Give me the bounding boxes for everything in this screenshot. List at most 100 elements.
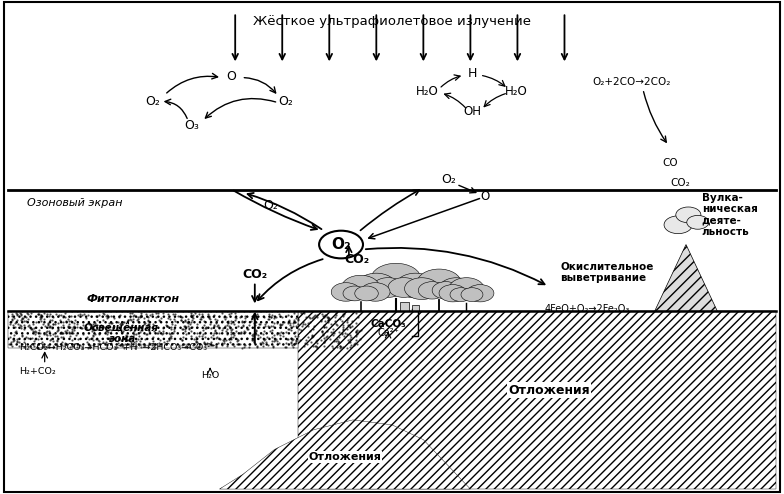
Point [109, 344, 122, 352]
Text: Отложения: Отложения [508, 384, 590, 397]
Point [59, 340, 71, 348]
Point [90, 322, 103, 329]
Point [172, 341, 185, 349]
Point [316, 327, 328, 335]
Point [11, 311, 24, 319]
Point [142, 341, 154, 349]
Point [328, 329, 340, 337]
Point [208, 312, 220, 320]
Point [318, 336, 331, 344]
Point [40, 329, 53, 336]
Point [205, 324, 217, 331]
Point [225, 333, 238, 341]
Point [36, 312, 49, 320]
Point [82, 311, 95, 319]
Point [289, 332, 302, 340]
Point [82, 341, 95, 349]
Point [341, 330, 354, 338]
Point [327, 325, 339, 332]
Point [13, 321, 26, 329]
Point [238, 317, 251, 325]
Point [220, 325, 233, 332]
Point [117, 335, 129, 343]
Point [211, 316, 223, 324]
Point [49, 340, 62, 348]
Point [122, 340, 135, 348]
Point [327, 330, 339, 338]
Point [64, 329, 76, 337]
Point [141, 313, 154, 321]
Point [247, 310, 260, 318]
Point [83, 343, 96, 351]
Point [96, 338, 109, 346]
Point [316, 331, 328, 339]
Circle shape [417, 269, 461, 297]
Text: OH: OH [463, 105, 481, 118]
Point [125, 338, 137, 346]
Point [334, 344, 347, 352]
Point [29, 329, 42, 336]
Point [274, 323, 286, 331]
Point [140, 330, 153, 338]
Point [111, 326, 124, 334]
Point [274, 321, 287, 329]
Point [148, 344, 161, 352]
Point [90, 316, 103, 324]
Point [268, 314, 281, 322]
Point [38, 315, 50, 323]
Point [321, 332, 333, 340]
Point [17, 317, 30, 325]
Point [265, 322, 278, 330]
Point [318, 338, 331, 346]
Point [216, 317, 228, 325]
Point [85, 323, 98, 330]
Point [15, 324, 27, 331]
Point [51, 332, 64, 340]
Text: H₂+CO₂: H₂+CO₂ [20, 367, 56, 375]
Point [132, 332, 145, 340]
Point [134, 337, 147, 345]
Point [132, 324, 145, 332]
Point [154, 336, 166, 344]
Point [20, 333, 32, 341]
Point [16, 314, 29, 322]
Point [51, 337, 64, 345]
Point [209, 327, 221, 334]
Point [243, 340, 256, 348]
Point [318, 323, 330, 330]
Point [342, 314, 354, 322]
Point [44, 331, 56, 339]
Point [124, 326, 136, 334]
Point [16, 314, 28, 322]
Point [350, 309, 362, 317]
Point [10, 327, 23, 334]
Circle shape [361, 283, 390, 301]
Point [187, 335, 200, 343]
Point [326, 342, 339, 350]
Point [41, 310, 53, 318]
Point [266, 311, 278, 319]
Point [332, 336, 345, 344]
Point [131, 316, 143, 324]
Point [333, 315, 346, 323]
Circle shape [439, 278, 474, 299]
Point [142, 317, 154, 325]
Point [179, 343, 191, 351]
Circle shape [676, 207, 701, 223]
Point [36, 338, 49, 346]
Circle shape [466, 285, 494, 302]
Point [18, 321, 31, 329]
Point [108, 314, 121, 322]
Point [103, 334, 116, 342]
Point [115, 320, 128, 328]
Point [93, 311, 105, 319]
Point [162, 314, 174, 322]
Point [260, 318, 272, 326]
Point [87, 320, 100, 328]
Point [303, 314, 315, 322]
Point [176, 325, 188, 333]
Point [3, 340, 16, 348]
Point [42, 319, 55, 327]
Point [306, 331, 318, 339]
Circle shape [354, 286, 378, 301]
